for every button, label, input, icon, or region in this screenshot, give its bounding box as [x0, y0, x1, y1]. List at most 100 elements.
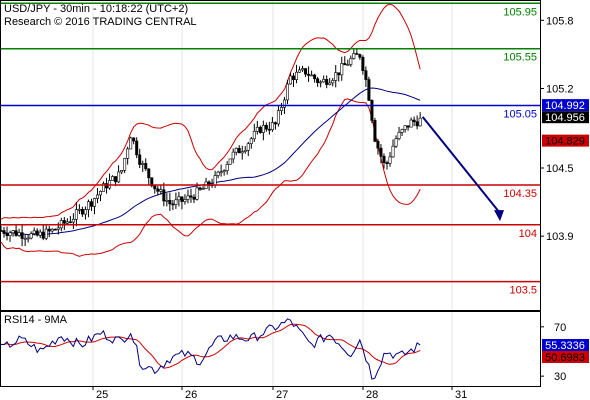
candle-body: [279, 107, 283, 111]
candle-body: [8, 232, 12, 237]
candle-body: [334, 72, 338, 81]
candle-body: [177, 196, 181, 201]
candle-body: [89, 201, 93, 207]
candle-body: [86, 201, 90, 210]
x-tick-label: 26: [185, 389, 197, 400]
candle-body: [243, 149, 247, 152]
candle-body: [213, 175, 217, 186]
candle-body: [80, 208, 84, 215]
candle-body: [171, 203, 175, 206]
candle-body: [186, 195, 190, 200]
candle-body: [373, 120, 377, 142]
moving-average: [0, 87, 421, 236]
forecast-arrow: [421, 116, 504, 222]
candle-body: [77, 208, 81, 211]
candle-body: [340, 63, 344, 76]
level-label: 104: [519, 228, 537, 240]
level-label: 105.55: [503, 52, 537, 64]
candle-body: [159, 189, 163, 192]
candle-body: [391, 145, 395, 158]
candle-body: [135, 140, 139, 156]
candle-body: [285, 83, 289, 101]
candle-body: [337, 72, 341, 76]
x-tick-label: 28: [366, 389, 378, 400]
candle-body: [71, 219, 75, 223]
candle-body: [397, 132, 401, 139]
candle-body: [102, 183, 106, 192]
candle-body: [313, 74, 317, 80]
candle-body: [394, 138, 398, 147]
candle-body: [370, 100, 374, 121]
rsi-tag-box: [542, 339, 589, 351]
level-label: 105.05: [503, 109, 537, 121]
candle-body: [195, 187, 199, 200]
candle-body: [234, 147, 238, 153]
candle-body: [246, 143, 250, 151]
candle-body: [156, 188, 160, 192]
candle-body: [26, 237, 30, 240]
candle-body: [201, 188, 205, 190]
candle-body: [415, 121, 419, 127]
candle-body: [35, 230, 39, 236]
candle-body: [322, 79, 326, 83]
candle-body: [165, 200, 169, 202]
candle-body: [264, 124, 268, 130]
moving-average-line: [0, 87, 421, 236]
candle-body: [295, 71, 299, 80]
candle-body: [174, 199, 178, 205]
candle-body: [138, 154, 142, 165]
candle-body: [126, 148, 130, 159]
candle-body: [304, 68, 308, 75]
candle-body: [222, 170, 226, 173]
candle-body: [180, 196, 184, 202]
candle-body: [400, 129, 404, 133]
candle-body: [108, 180, 112, 189]
rsi-line: [0, 318, 421, 380]
candle-body: [0, 230, 3, 232]
candle-body: [65, 221, 69, 224]
candle-body: [219, 171, 223, 174]
candle-body: [364, 70, 368, 80]
candle-body: [376, 141, 380, 149]
candle-body: [316, 78, 320, 83]
upper-band-line: [0, 3, 421, 220]
candle-body: [325, 79, 329, 85]
candle-body: [183, 199, 187, 202]
rsi-panel-frame: [0, 311, 541, 387]
y-tick-label: 105.2: [546, 83, 574, 95]
forecast-arrow-shaft: [421, 116, 501, 214]
price-tag-label: 104.992: [545, 100, 585, 112]
candle-body: [153, 185, 157, 190]
candle-body: [301, 68, 305, 71]
copyright-line: Research © 2016 TRADING CENTRAL: [4, 16, 197, 28]
candle-body: [258, 126, 262, 133]
rsi-label: RSI14 - 9MA: [4, 314, 68, 326]
forecast-arrow-head: [494, 210, 504, 222]
candle-body: [111, 176, 115, 181]
candle-body: [237, 147, 241, 154]
candle-body: [47, 228, 51, 232]
candle-body: [162, 189, 166, 202]
candle-body: [270, 122, 274, 130]
price-grid: [92, 1, 453, 310]
candle-body: [50, 228, 54, 232]
candle-body: [249, 138, 253, 145]
candle-body: [2, 230, 6, 234]
rsi-tag-label: 50.6983: [545, 352, 585, 364]
candle-body: [14, 230, 18, 236]
y-tick-label: 105.8: [546, 15, 574, 27]
candle-body: [418, 117, 422, 127]
candle-body: [228, 158, 232, 165]
candle-body: [216, 171, 220, 176]
candle-body: [56, 227, 60, 230]
chart-title: USD/JPY - 30min - 10:18:22 (UTC+2): [4, 3, 188, 15]
candle-body: [192, 196, 196, 200]
price-tag-box: [542, 99, 589, 112]
rsi-tick-label: 30: [554, 371, 566, 383]
candle-body: [147, 168, 151, 179]
candle-body: [267, 128, 271, 131]
candle-body: [288, 75, 292, 85]
